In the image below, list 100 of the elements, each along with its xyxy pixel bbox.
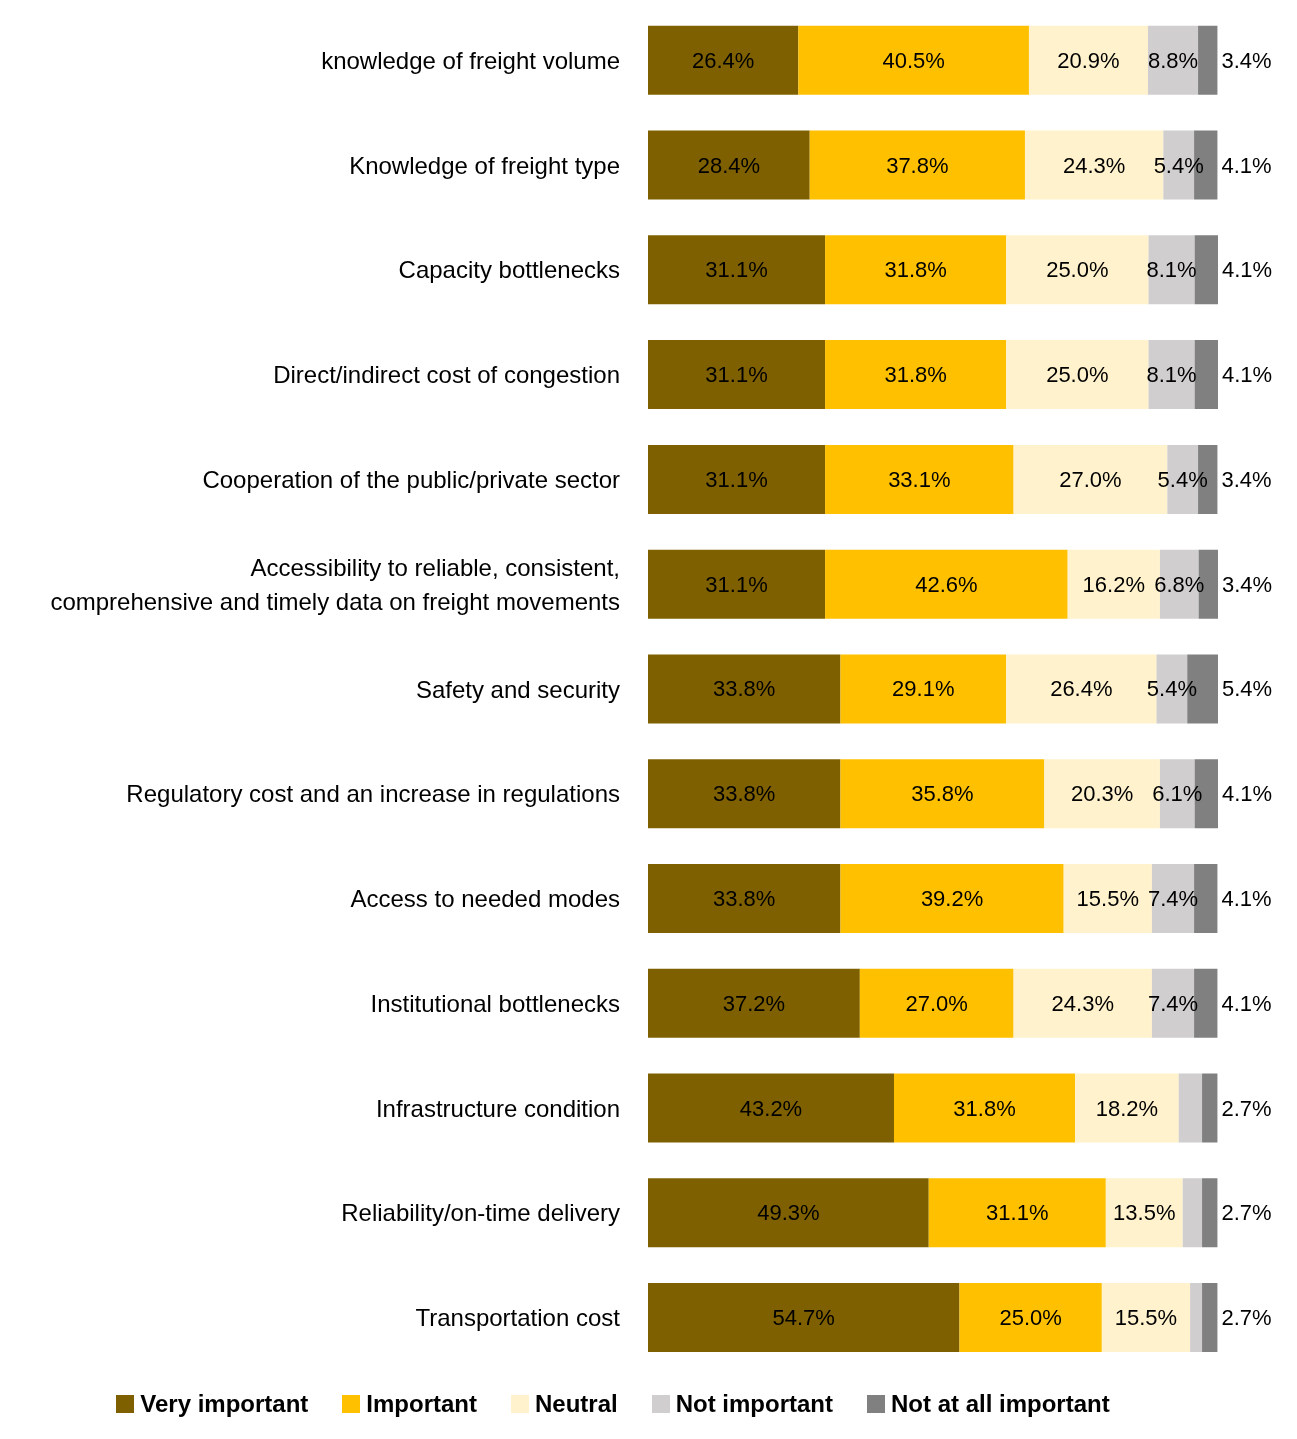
- data-label: 40.5%: [882, 47, 945, 73]
- bar: [648, 654, 841, 724]
- bar: [648, 1073, 894, 1143]
- bar: [893, 1073, 1076, 1143]
- bar: [648, 968, 860, 1038]
- bar: [809, 130, 1025, 200]
- bar: [648, 759, 841, 829]
- data-label: 31.1%: [705, 257, 768, 283]
- data-label: 8.1%: [1146, 257, 1197, 283]
- data-label: 24.3%: [1062, 152, 1126, 178]
- bar: [859, 968, 1014, 1038]
- data-label: 31.8%: [884, 257, 947, 283]
- bar: [648, 1178, 929, 1248]
- data-label: 31.1%: [986, 1200, 1049, 1226]
- bar: [840, 654, 1007, 724]
- y-tick-label: Transportation cost: [415, 1304, 621, 1332]
- bar: [959, 1283, 1102, 1353]
- data-label: 31.8%: [953, 1095, 1016, 1121]
- data-label: 2.7%: [1221, 1305, 1272, 1331]
- bar: [840, 759, 1045, 829]
- data-label: 18.2%: [1095, 1095, 1159, 1121]
- bar: [1101, 1283, 1191, 1353]
- legend-label: Important: [366, 1390, 478, 1418]
- data-label: 26.4%: [691, 47, 755, 73]
- data-label: 3.4%: [1221, 466, 1272, 492]
- data-label: 6.8%: [1154, 571, 1205, 597]
- data-label: 8.8%: [1147, 47, 1199, 73]
- data-label: 15.5%: [1076, 885, 1140, 911]
- bar: [1202, 1073, 1218, 1143]
- data-label: 31.1%: [705, 362, 768, 388]
- data-label: 29.1%: [892, 676, 955, 702]
- y-tick-label: Capacity bottlenecks: [398, 256, 620, 284]
- y-tick-label: Direct/indirect cost of congestion: [273, 361, 620, 389]
- bar: [648, 25, 799, 95]
- bar: [1194, 235, 1218, 305]
- bar: [825, 549, 1068, 619]
- data-label: 35.8%: [911, 781, 974, 807]
- data-label: 20.3%: [1070, 781, 1134, 807]
- data-label: 20.9%: [1057, 47, 1120, 73]
- data-label: 4.1%: [1221, 885, 1272, 911]
- data-label: 8.1%: [1146, 362, 1197, 388]
- bar: [928, 1178, 1106, 1248]
- y-tick-label: Knowledge of freight type: [349, 151, 620, 179]
- y-tick-label: Access to needed modes: [350, 885, 620, 913]
- y-tick-label: Accessibility to reliable, consistent, comprehensive and timely data on freight movements: [50, 553, 620, 615]
- bar: [1178, 1073, 1203, 1143]
- bar: [825, 444, 1014, 514]
- bar: [825, 235, 1007, 305]
- data-label: 5.4%: [1146, 676, 1197, 702]
- bar: [1148, 340, 1195, 410]
- bar: [648, 235, 826, 305]
- data-label: 7.4%: [1147, 885, 1199, 911]
- data-label: 4.1%: [1222, 257, 1273, 283]
- y-tick-label: knowledge of freight volume: [321, 46, 620, 74]
- legend-label: Very important: [140, 1390, 309, 1418]
- bar: [840, 863, 1064, 933]
- data-label: 54.7%: [772, 1305, 835, 1331]
- bar: [648, 1283, 960, 1353]
- data-label: 4.1%: [1222, 781, 1273, 807]
- data-label: 43.2%: [739, 1095, 803, 1121]
- data-label: 13.5%: [1113, 1200, 1176, 1226]
- data-label: 3.4%: [1221, 47, 1272, 73]
- data-label: 26.4%: [1050, 676, 1113, 702]
- data-label: 5.4%: [1157, 466, 1208, 492]
- bar: [798, 25, 1029, 95]
- data-label: 7.4%: [1147, 990, 1199, 1016]
- data-label: 2.7%: [1221, 1200, 1272, 1226]
- bar: [1006, 235, 1149, 305]
- bar: [825, 340, 1007, 410]
- data-label: 6.1%: [1152, 781, 1203, 807]
- data-label: 31.8%: [884, 362, 947, 388]
- bar: [648, 549, 826, 619]
- data-label: 37.2%: [722, 990, 786, 1016]
- data-label: 5.4%: [1153, 152, 1204, 178]
- data-label: 39.2%: [920, 885, 984, 911]
- bar: [1182, 1178, 1203, 1248]
- data-label: 33.8%: [713, 781, 776, 807]
- bar: [1198, 25, 1218, 95]
- bar: [1194, 340, 1218, 410]
- data-label: 4.1%: [1221, 152, 1272, 178]
- y-tick-label: Reliability/on-time delivery: [341, 1199, 620, 1227]
- data-label: 15.5%: [1114, 1305, 1178, 1331]
- y-tick-label: Cooperation of the public/private sector: [202, 465, 620, 493]
- data-label: 31.1%: [705, 571, 768, 597]
- legend-label: Neutral: [535, 1390, 618, 1418]
- data-label: 31.1%: [705, 466, 768, 492]
- data-label: 3.4%: [1222, 571, 1273, 597]
- bar: [1075, 1073, 1179, 1143]
- bar: [1006, 340, 1149, 410]
- legend-label: Not at all important: [891, 1390, 1110, 1418]
- y-tick-label: Safety and security: [415, 675, 620, 703]
- bar: [648, 444, 826, 514]
- bar: [1028, 25, 1148, 95]
- bar: [648, 340, 826, 410]
- data-label: 33.1%: [888, 466, 951, 492]
- y-tick-label: Institutional bottlenecks: [370, 989, 620, 1017]
- bar: [648, 130, 810, 200]
- data-label: 4.1%: [1222, 362, 1273, 388]
- data-label: 2.7%: [1221, 1095, 1272, 1121]
- y-tick-label: Regulatory cost and an increase in regulations: [126, 780, 620, 808]
